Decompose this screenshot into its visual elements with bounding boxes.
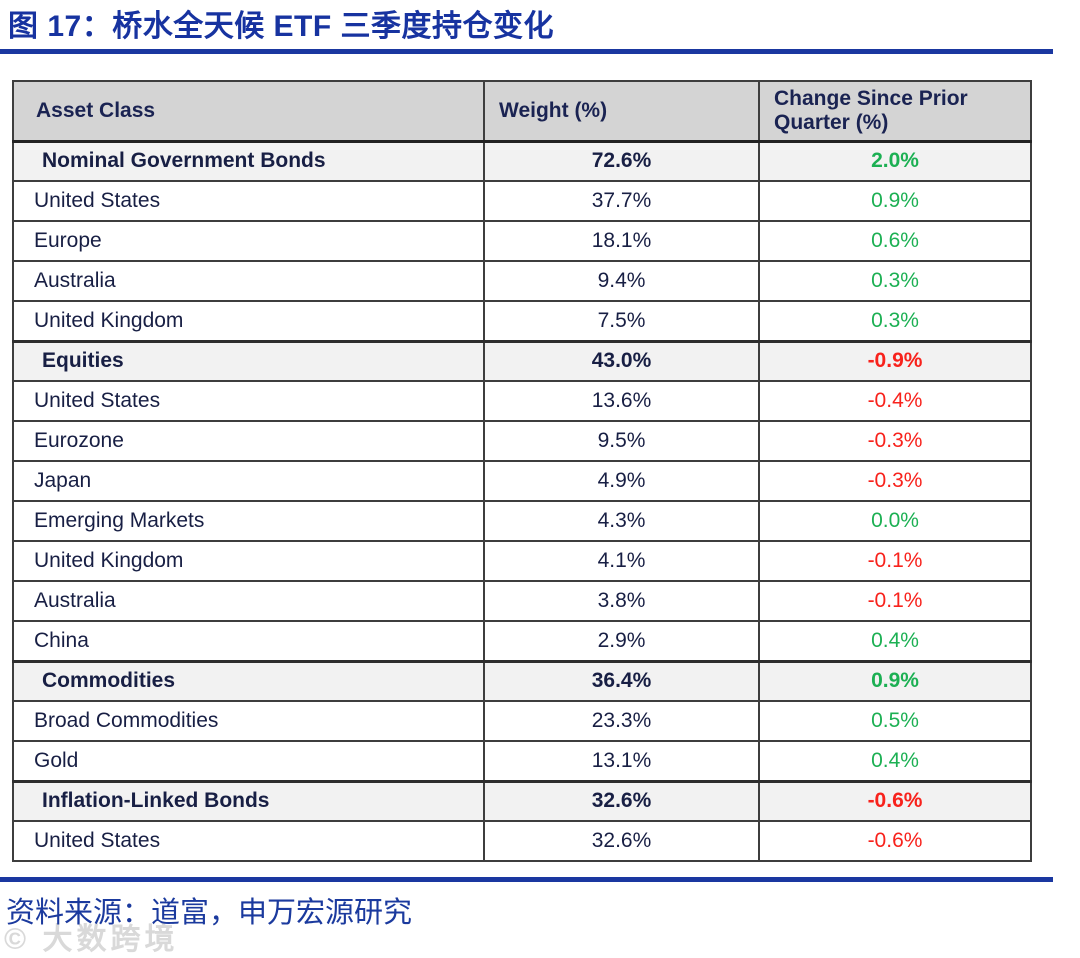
change-cell: 0.9% bbox=[758, 659, 1032, 702]
holdings-table: Asset Class Weight (%) Change Since Prio… bbox=[12, 80, 1032, 862]
asset-cell: Broad Commodities bbox=[12, 700, 485, 742]
table-row: Australia 9.4% 0.3% bbox=[12, 260, 1032, 302]
change-cell: 0.4% bbox=[758, 620, 1032, 662]
change-cell: -0.9% bbox=[758, 339, 1032, 382]
table-row: China 2.9% 0.4% bbox=[12, 620, 1032, 662]
weight-cell: 9.4% bbox=[483, 260, 760, 302]
weight-cell: 32.6% bbox=[483, 779, 760, 822]
asset-cell: United States bbox=[12, 180, 485, 222]
asset-cell: Equities bbox=[12, 339, 485, 382]
section-row: Equities 43.0% -0.9% bbox=[12, 339, 1032, 382]
change-cell: -0.3% bbox=[758, 420, 1032, 462]
table-row: United Kingdom 7.5% 0.3% bbox=[12, 300, 1032, 342]
change-cell: 2.0% bbox=[758, 139, 1032, 182]
weight-cell: 13.1% bbox=[483, 740, 760, 782]
change-cell: 0.6% bbox=[758, 220, 1032, 262]
asset-cell: Commodities bbox=[12, 659, 485, 702]
section-row: Inflation-Linked Bonds 32.6% -0.6% bbox=[12, 779, 1032, 822]
weight-cell: 9.5% bbox=[483, 420, 760, 462]
weight-cell: 3.8% bbox=[483, 580, 760, 622]
change-cell: -0.4% bbox=[758, 380, 1032, 422]
change-cell: 0.9% bbox=[758, 180, 1032, 222]
asset-cell: United Kingdom bbox=[12, 540, 485, 582]
weight-cell: 18.1% bbox=[483, 220, 760, 262]
table-row: United States 13.6% -0.4% bbox=[12, 380, 1032, 422]
source-text: 资料来源：道富，申万宏源研究 bbox=[6, 897, 413, 929]
asset-cell: United Kingdom bbox=[12, 300, 485, 342]
table-header-row: Asset Class Weight (%) Change Since Prio… bbox=[12, 80, 1032, 143]
weight-cell: 43.0% bbox=[483, 339, 760, 382]
asset-cell: Australia bbox=[12, 260, 485, 302]
table-body: Nominal Government Bonds 72.6% 2.0% United … bbox=[12, 139, 1032, 862]
weight-cell: 13.6% bbox=[483, 380, 760, 422]
change-cell: -0.6% bbox=[758, 779, 1032, 822]
asset-cell: Nominal Government Bonds bbox=[12, 139, 485, 182]
asset-cell: Emerging Markets bbox=[12, 500, 485, 542]
table-row: United Kingdom 4.1% -0.1% bbox=[12, 540, 1032, 582]
figure-title: 图 17：桥水全天候 ETF 三季度持仓变化 bbox=[8, 10, 555, 43]
header-asset-class: Asset Class bbox=[12, 80, 485, 143]
weight-cell: 4.9% bbox=[483, 460, 760, 502]
weight-cell: 4.1% bbox=[483, 540, 760, 582]
change-cell: 0.3% bbox=[758, 300, 1032, 342]
weight-cell: 7.5% bbox=[483, 300, 760, 342]
section-row: Nominal Government Bonds 72.6% 2.0% bbox=[12, 139, 1032, 182]
change-cell: -0.6% bbox=[758, 820, 1032, 862]
change-cell: -0.1% bbox=[758, 540, 1032, 582]
section-row: Commodities 36.4% 0.9% bbox=[12, 659, 1032, 702]
change-cell: 0.0% bbox=[758, 500, 1032, 542]
header-change: Change Since Prior Quarter (%) bbox=[758, 80, 1032, 143]
asset-cell: Japan bbox=[12, 460, 485, 502]
table-row: Japan 4.9% -0.3% bbox=[12, 460, 1032, 502]
asset-cell: Eurozone bbox=[12, 420, 485, 462]
table-row: Europe 18.1% 0.6% bbox=[12, 220, 1032, 262]
header-weight: Weight (%) bbox=[483, 80, 760, 143]
weight-cell: 2.9% bbox=[483, 620, 760, 662]
table-row: United States 32.6% -0.6% bbox=[12, 820, 1032, 862]
weight-cell: 36.4% bbox=[483, 659, 760, 702]
change-cell: -0.3% bbox=[758, 460, 1032, 502]
asset-cell: China bbox=[12, 620, 485, 662]
table-row: Australia 3.8% -0.1% bbox=[12, 580, 1032, 622]
change-cell: 0.4% bbox=[758, 740, 1032, 782]
title-rule bbox=[0, 49, 1053, 54]
weight-cell: 37.7% bbox=[483, 180, 760, 222]
change-cell: 0.5% bbox=[758, 700, 1032, 742]
table-row: Broad Commodities 23.3% 0.5% bbox=[12, 700, 1032, 742]
asset-cell: United States bbox=[12, 820, 485, 862]
table-row: Emerging Markets 4.3% 0.0% bbox=[12, 500, 1032, 542]
asset-cell: United States bbox=[12, 380, 485, 422]
weight-cell: 32.6% bbox=[483, 820, 760, 862]
table-row: Gold 13.1% 0.4% bbox=[12, 740, 1032, 782]
weight-cell: 23.3% bbox=[483, 700, 760, 742]
change-cell: -0.1% bbox=[758, 580, 1032, 622]
footer-rule bbox=[0, 877, 1053, 882]
table-row: United States 37.7% 0.9% bbox=[12, 180, 1032, 222]
change-cell: 0.3% bbox=[758, 260, 1032, 302]
asset-cell: Gold bbox=[12, 740, 485, 782]
asset-cell: Australia bbox=[12, 580, 485, 622]
weight-cell: 4.3% bbox=[483, 500, 760, 542]
weight-cell: 72.6% bbox=[483, 139, 760, 182]
asset-cell: Inflation-Linked Bonds bbox=[12, 779, 485, 822]
table-row: Eurozone 9.5% -0.3% bbox=[12, 420, 1032, 462]
asset-cell: Europe bbox=[12, 220, 485, 262]
